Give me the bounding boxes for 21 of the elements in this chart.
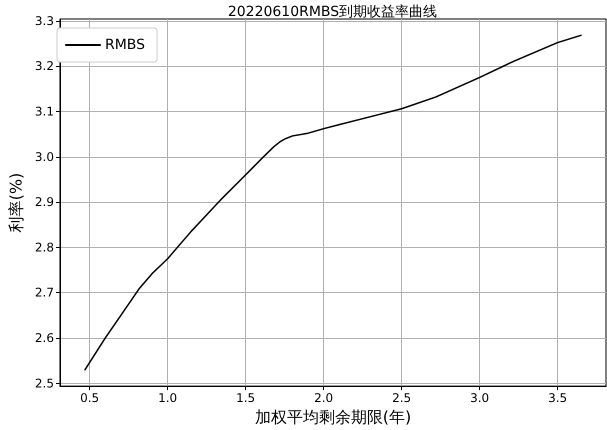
x-tick-label: 0.5 [80,391,100,406]
x-tick-label: 1.0 [158,391,178,406]
y-tick-label: 2.9 [34,195,54,210]
legend-label: RMBS [105,37,146,53]
x-tick-label: 2.0 [314,391,334,406]
y-tick-label: 3.3 [34,14,54,28]
y-tick-label: 3.1 [34,104,54,118]
y-tick-label: 2.6 [34,331,54,346]
chart-title: 20220610RMBS到期收益率曲线 [228,4,438,20]
line-series [84,34,582,371]
y-tick-label: 2.7 [34,286,54,300]
y-axis-title: 利率(%) [6,172,26,232]
x-tick-label: 3.5 [548,391,568,406]
y-tick-label: 2.8 [34,240,54,254]
x-tick-label: 1.5 [236,391,256,406]
y-tick-label: 3.2 [34,59,54,74]
x-axis-title: 加权平均剩余期限(年) [254,408,412,426]
y-tick-label: 2.5 [34,376,54,390]
x-tick-label: 3.0 [470,391,490,406]
x-tick-label: 2.5 [392,391,412,406]
y-tick-label: 3.0 [34,150,54,164]
